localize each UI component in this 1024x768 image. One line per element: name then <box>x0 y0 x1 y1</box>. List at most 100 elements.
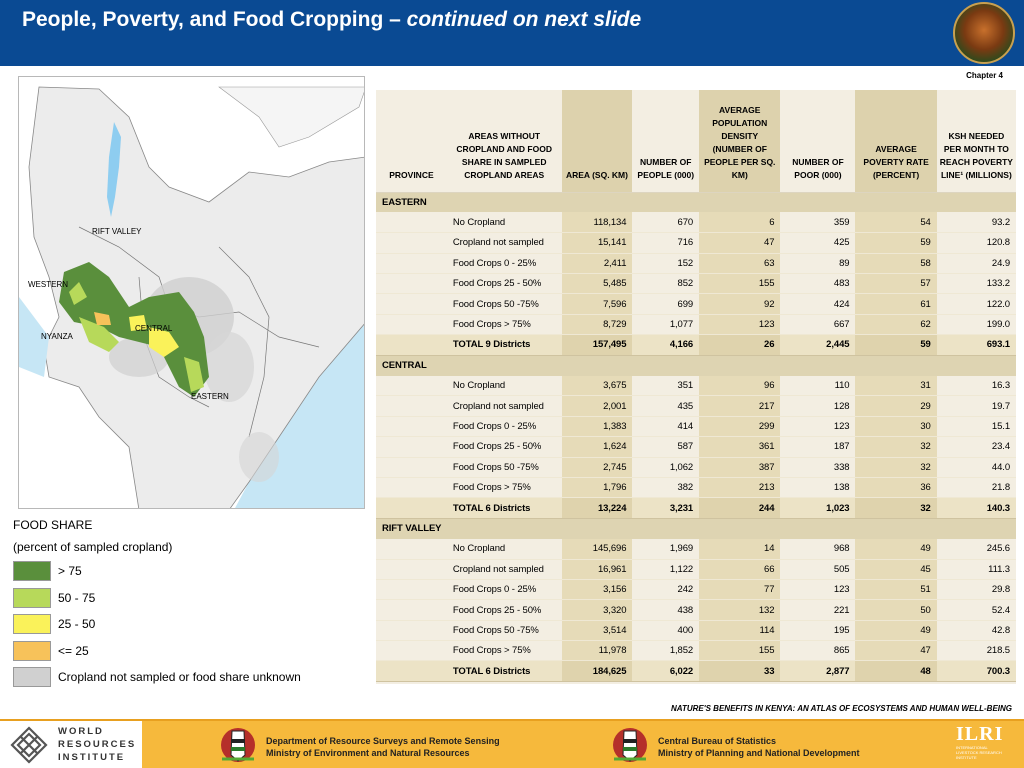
row-label-cell: No Cropland <box>446 538 562 560</box>
table-row: Cropland not sampled 15,141 716 47 425 59 120.… <box>376 232 1016 254</box>
footer-bar: WORLD RESOURCES INSTITUTE Department of … <box>0 719 1024 768</box>
table-row: Food Crops 50 -75% 7,596 699 92 424 61 122.0 <box>376 293 1016 315</box>
value-cell: 132 <box>699 599 781 621</box>
table-row: Food Crops 0 - 25% 2,411 152 63 89 58 24.9 <box>376 253 1016 275</box>
value-cell: 218.5 <box>936 640 1016 662</box>
province-spacer-cell <box>376 375 447 397</box>
wri-logo: WORLD RESOURCES INSTITUTE <box>0 721 142 768</box>
value-cell: 414 <box>632 416 700 438</box>
wri-line-3: INSTITUTE <box>58 752 126 763</box>
value-cell: 3,320 <box>561 599 633 621</box>
map-label-nyanza: NYANZA <box>41 332 74 341</box>
source-caption: NATURE'S BENEFITS IN KENYA: AN ATLAS OF … <box>670 704 1012 713</box>
province-spacer-cell <box>376 559 447 580</box>
province-spacer-cell <box>376 395 447 417</box>
legend-item: 50 - 75 <box>13 587 363 615</box>
province-spacer-cell <box>376 212 447 234</box>
header-poverty-rate: AVERAGE POVERTY RATE (PERCENT) <box>855 90 937 193</box>
value-cell: 3,675 <box>561 375 633 397</box>
province-row: EASTERN <box>376 191 1016 213</box>
value-cell: 155 <box>699 273 781 295</box>
value-cell: 23.4 <box>936 436 1016 458</box>
value-cell: 199.0 <box>936 314 1016 336</box>
row-label-cell: TOTAL 6 Districts <box>446 497 562 519</box>
province-spacer-cell <box>376 620 447 642</box>
province-spacer-cell <box>376 273 447 295</box>
value-cell: 299 <box>699 416 781 438</box>
row-label-cell: TOTAL 9 Districts <box>446 334 562 356</box>
value-cell: 852 <box>632 273 700 295</box>
province-name: EASTERN <box>376 191 1016 213</box>
value-cell: 865 <box>780 640 856 662</box>
value-cell: 42.8 <box>936 620 1016 642</box>
value-cell: 26 <box>699 334 781 356</box>
table-row: Food Crops > 75% 11,978 1,852 155 865 47 218.5 <box>376 640 1016 662</box>
dept-line-1: Department of Resource Surveys and Remot… <box>266 736 500 746</box>
value-cell: 505 <box>780 559 856 580</box>
row-label-cell: No Cropland <box>446 375 562 397</box>
province-spacer-cell <box>376 599 447 621</box>
value-cell: 29.8 <box>936 579 1016 601</box>
province-row: CENTRAL <box>376 354 1016 376</box>
cbs-text: Central Bureau of Statistics Ministry of… <box>658 735 860 759</box>
row-label-cell: Food Crops 25 - 50% <box>446 599 562 621</box>
legend-label: > 75 <box>58 564 82 578</box>
value-cell: 338 <box>780 457 856 478</box>
cbs-line-2: Ministry of Planning and National Develo… <box>658 748 860 758</box>
value-cell: 66 <box>699 559 781 580</box>
value-cell: 221 <box>780 599 856 621</box>
province-spacer-cell <box>376 436 447 458</box>
value-cell: 44.0 <box>936 457 1016 478</box>
value-cell: 61 <box>855 293 937 315</box>
value-cell: 120.8 <box>936 232 1016 254</box>
value-cell: 2,877 <box>780 660 856 682</box>
legend-swatch <box>13 640 51 661</box>
legend-swatch <box>13 587 51 608</box>
legend-swatch <box>13 614 51 635</box>
ilri-sub-2: LIVESTOCK RESEARCH <box>956 750 1002 755</box>
table-row: No Cropland 118,134 670 6 359 54 93.2 <box>376 212 1016 234</box>
table-row: Food Crops 50 -75% 2,745 1,062 387 338 32 44.0 <box>376 457 1016 478</box>
value-cell: 24.9 <box>936 253 1016 275</box>
province-spacer-cell <box>376 232 447 254</box>
value-cell: 693.1 <box>936 334 1016 356</box>
value-cell: 32 <box>855 497 937 519</box>
ilri-sub-3: INSTITUTE <box>956 755 977 760</box>
value-cell: 19.7 <box>936 395 1016 417</box>
table-row: Food Crops 50 -75% 3,514 400 114 195 49 42.8 <box>376 620 1016 642</box>
value-cell: 5,485 <box>561 273 633 295</box>
value-cell: 51 <box>855 579 937 601</box>
legend-title: FOOD SHARE <box>13 518 93 532</box>
province-row: RIFT VALLEY <box>376 517 1016 539</box>
value-cell: 184,625 <box>561 660 633 682</box>
legend-item: Cropland not sampled or food share unkno… <box>13 667 363 694</box>
value-cell: 4,166 <box>632 334 700 356</box>
province-spacer-cell <box>376 457 447 478</box>
value-cell: 8,729 <box>561 314 633 336</box>
value-cell: 133.2 <box>936 273 1016 295</box>
value-cell: 1,023 <box>780 497 856 519</box>
title-italic: continued on next slide <box>406 8 642 31</box>
value-cell: 968 <box>780 538 856 560</box>
header-area: AREA (SQ. KM) <box>561 90 633 193</box>
value-cell: 587 <box>632 436 700 458</box>
value-cell: 13,224 <box>561 497 633 519</box>
value-cell: 667 <box>780 314 856 336</box>
legend-item: 25 - 50 <box>13 614 363 641</box>
value-cell: 93.2 <box>936 212 1016 234</box>
slide-title: People, Poverty, and Food Cropping – con… <box>22 8 641 32</box>
value-cell: 92 <box>699 293 781 315</box>
value-cell: 15,141 <box>561 232 633 254</box>
value-cell: 63 <box>699 253 781 275</box>
value-cell: 31 <box>855 375 937 397</box>
row-label-cell: Food Crops > 75% <box>446 640 562 662</box>
value-cell: 242 <box>632 579 700 601</box>
row-label-cell: Food Crops 50 -75% <box>446 293 562 315</box>
value-cell: 122.0 <box>936 293 1016 315</box>
row-label-cell: Food Crops 0 - 25% <box>446 253 562 275</box>
value-cell: 382 <box>632 477 700 499</box>
table-header-row: PROVINCE AREAS WITHOUT CROPLAND AND FOOD… <box>376 90 1016 193</box>
row-label-cell: Cropland not sampled <box>446 559 562 580</box>
value-cell: 62 <box>855 314 937 336</box>
value-cell: 245.6 <box>936 538 1016 560</box>
